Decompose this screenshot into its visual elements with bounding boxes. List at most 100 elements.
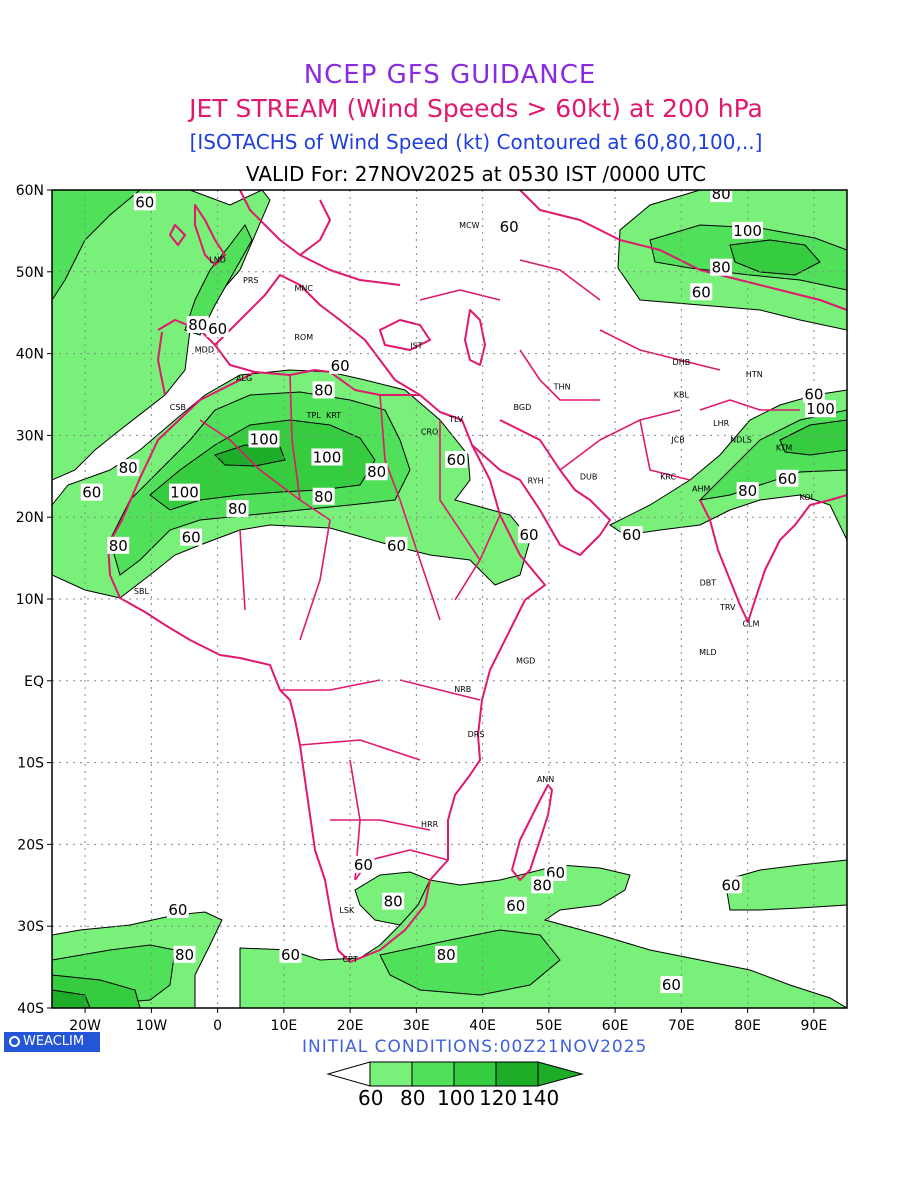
legend-label-80: 80	[400, 1086, 426, 1110]
contour-label-bg	[169, 483, 200, 501]
contour-label: 80	[437, 946, 456, 964]
title-isotachs: [ISOTACHS of Wind Speed (kt) Contoured a…	[189, 130, 763, 154]
contour-label: 60	[281, 946, 300, 964]
station-label: DRS	[468, 730, 485, 739]
contour-label-bg	[385, 536, 408, 554]
legend-label-120: 120	[479, 1086, 518, 1110]
station-label: KBL	[674, 391, 690, 400]
station-label: TRV	[719, 603, 736, 612]
station-label: AHM	[692, 485, 710, 494]
station-label: KRT	[326, 411, 341, 420]
africa-coast	[107, 369, 546, 963]
contour-label-bg	[445, 450, 468, 468]
contour-label: 80	[188, 316, 207, 334]
contour-label: 100	[250, 430, 279, 448]
logo-text: WEACLIM	[23, 1034, 85, 1049]
europe-coast	[157, 274, 421, 396]
lat-label: 10S	[17, 756, 44, 772]
lon-label: 10E	[271, 1018, 298, 1034]
contour-label: 60	[722, 876, 741, 894]
contour-label: 60	[168, 901, 187, 919]
political-borders	[199, 259, 800, 881]
station-label: CSB	[170, 403, 186, 412]
longitude-labels: 20W 10W 0 10E 20E 30E 40E 50E 60E 70E 80E 90E	[69, 1018, 827, 1034]
contour-label-bg	[226, 500, 249, 518]
station-label: CPT	[342, 955, 357, 964]
station-label: NDLS	[730, 435, 752, 444]
asia-coast	[519, 190, 847, 311]
contour-label: 60	[519, 526, 538, 544]
station-label: LND	[209, 256, 226, 265]
station-label: ALG	[236, 374, 252, 383]
station-label: BGD	[514, 403, 532, 412]
contour-label-bg	[720, 876, 743, 894]
jet-region-south-indian	[724, 859, 847, 911]
logo-circle-icon	[9, 1036, 20, 1047]
legend-label-60: 60	[358, 1086, 384, 1110]
contour-label-bg	[248, 430, 280, 448]
contour-label-bg	[312, 487, 335, 505]
station-label: MCW	[459, 221, 479, 230]
contour-label-bg	[498, 217, 521, 235]
contour-label-bg	[776, 469, 799, 487]
latitude-labels: 60N 50N 40N 30N 20N 10N EQ 10S 20S 30S 40S	[16, 183, 44, 1017]
contour-label-bg	[279, 945, 302, 963]
station-label: MNC	[295, 284, 314, 293]
lat-label: 60N	[16, 183, 44, 199]
contour-label: 100	[806, 400, 835, 418]
lon-label: 20W	[69, 1018, 101, 1034]
valid-time: VALID For: 27NOV2025 at 0530 IST /0000 U…	[245, 162, 707, 186]
isotach-shading	[52, 190, 847, 1008]
contour-label: 80	[175, 946, 194, 964]
contour-label-bg	[80, 483, 103, 501]
contour-label: 60	[778, 470, 797, 488]
contour-label-bg	[206, 320, 229, 338]
lon-label: 90E	[801, 1018, 828, 1034]
weaclim-logo: WEACLIM	[4, 1032, 100, 1052]
lon-label: 40E	[469, 1018, 496, 1034]
station-label: CLM	[742, 620, 759, 629]
lat-label: 30S	[17, 919, 44, 935]
lat-label: 50N	[16, 265, 44, 281]
lat-label: 30N	[16, 428, 44, 444]
station-label: NRB	[454, 685, 471, 694]
legend-label-100: 100	[437, 1086, 476, 1110]
lon-label: 70E	[668, 1018, 695, 1034]
axis-ticks	[47, 189, 815, 1013]
legend-box-80	[411, 1061, 455, 1087]
contour-label: 60	[622, 526, 641, 544]
station-label: KRC	[660, 472, 676, 481]
contour-label: 80	[314, 381, 333, 399]
contour-label: 80	[109, 537, 128, 555]
station-label: IST	[410, 341, 422, 350]
lat-label: 20S	[17, 837, 44, 853]
lat-label: 40N	[16, 347, 44, 363]
lon-label: 10W	[136, 1018, 168, 1034]
contour-label: 100	[733, 222, 762, 240]
contour-label-bg	[133, 193, 156, 211]
jet-core-100-asia	[729, 239, 821, 276]
lat-label: 40S	[17, 1001, 44, 1017]
color-legend	[326, 1061, 584, 1087]
contour-label-bg	[352, 855, 375, 873]
legend-box-60	[369, 1061, 413, 1087]
station-label: CRO	[421, 427, 438, 436]
contour-label: 80	[367, 463, 386, 481]
jet-core-100-india	[779, 419, 847, 456]
lat-label: 20N	[16, 510, 44, 526]
contour-label-bg	[802, 385, 825, 403]
contour-label: 60	[447, 451, 466, 469]
station-labels: MCW LND PRS MNC MDD ROM IST ALG CSB TPL KRT TLV CRO B…	[134, 221, 816, 964]
britain-coast	[169, 204, 226, 266]
india-coast	[699, 494, 847, 623]
lon-label: 80E	[734, 1018, 761, 1034]
scandinavia-coast	[239, 190, 401, 286]
contour-label: 80	[712, 259, 731, 277]
station-label: ROM	[294, 333, 313, 342]
contour-label-bg	[710, 190, 733, 203]
lat-label: 10N	[16, 592, 44, 608]
station-label: THN	[553, 382, 571, 391]
contour-label: 60	[692, 283, 711, 301]
